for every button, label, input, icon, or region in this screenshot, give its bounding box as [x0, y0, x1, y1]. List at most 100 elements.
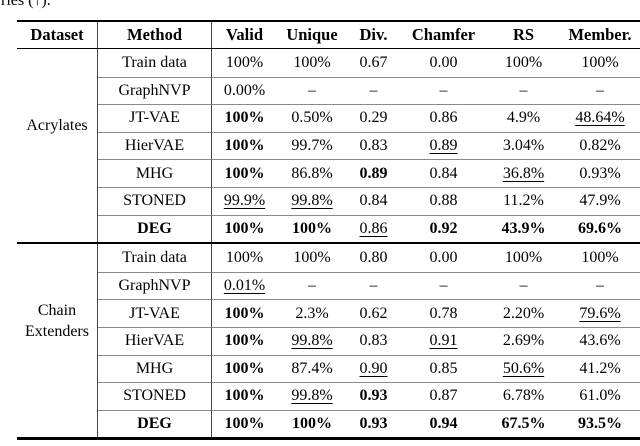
header-cell-unique: Unique: [286, 25, 338, 44]
value-cell: 6.78%: [487, 382, 560, 410]
value-cell: 100%: [293, 248, 331, 266]
value-cell: 36.8%: [487, 159, 560, 187]
dataset-label: Chain Extenders: [25, 301, 89, 340]
method-cell: DEG: [98, 409, 212, 438]
value-cell: –: [277, 271, 347, 300]
value-cell: 0.00: [429, 53, 458, 71]
value-cell: 99.7%: [277, 131, 347, 160]
value-cell: –: [560, 271, 640, 300]
value-cell: 0.78: [400, 299, 487, 327]
value-cell: –: [400, 76, 487, 105]
value-cell: 100%: [504, 53, 543, 71]
value-cell: 100%: [212, 159, 277, 187]
value-cell: 3.04%: [487, 131, 560, 160]
value-cell: 0.87: [400, 382, 487, 410]
method-cell: HierVAE: [98, 326, 212, 355]
header-cell-div: Div.: [359, 25, 388, 44]
value-cell: 0.89: [347, 159, 400, 187]
value-cell: 99.9%: [212, 186, 277, 215]
value-cell: –: [347, 76, 400, 105]
value-cell: 0.93%: [560, 159, 640, 187]
value-cell: 93.5%: [560, 409, 640, 438]
method-cell: JT-VAE: [98, 299, 212, 327]
value-cell: 43.9%: [487, 214, 560, 243]
value-cell: 0.62: [347, 299, 400, 327]
value-cell: 100%: [504, 248, 543, 266]
value-cell: 0.01%: [212, 271, 277, 300]
value-cell: 4.9%: [487, 104, 560, 132]
value-cell: –: [400, 271, 487, 300]
dataset-label: Acrylates: [26, 117, 88, 135]
value-cell: 0.83: [347, 131, 400, 160]
value-cell: 48.64%: [560, 104, 640, 132]
caption-fragment: ries (↑).: [1, 0, 51, 9]
value-cell: 100%: [277, 409, 347, 438]
value-cell: 100%: [212, 104, 277, 132]
header-cell-valid: Valid: [226, 25, 263, 44]
table-section-0: Acrylates Train data 100% 100% 0.67 0.00 100% 1…: [17, 49, 640, 243]
value-cell: 2.20%: [487, 299, 560, 327]
header-cell-chamfer: Chamfer: [411, 25, 476, 44]
method-cell: GraphNVP: [98, 271, 212, 300]
value-cell: 0.93: [347, 382, 400, 410]
value-cell: 100%: [212, 214, 277, 243]
value-cell: 0.86: [400, 104, 487, 132]
method-cell: MHG: [98, 159, 212, 187]
value-cell: 0.29: [347, 104, 400, 132]
method-cell: GraphNVP: [98, 76, 212, 105]
value-cell: 69.6%: [560, 214, 640, 243]
value-cell: 100%: [225, 248, 264, 266]
value-cell: –: [487, 76, 560, 105]
value-cell: 100%: [277, 214, 347, 243]
value-cell: 0.85: [400, 354, 487, 383]
value-cell: 0.84: [400, 159, 487, 187]
value-cell: 99.8%: [277, 186, 347, 215]
value-cell: 0.82%: [560, 131, 640, 160]
method-cell: STONED: [98, 382, 212, 410]
value-cell: 0.86: [347, 214, 400, 243]
value-cell: 99.8%: [277, 326, 347, 355]
value-cell: 100%: [581, 53, 619, 71]
value-cell: 0.90: [347, 354, 400, 383]
value-cell: 0.91: [400, 326, 487, 355]
value-cell: 67.5%: [487, 409, 560, 438]
value-cell: 61.0%: [560, 382, 640, 410]
value-cell: 0.94: [400, 409, 487, 438]
value-cell: 0.67: [359, 53, 388, 71]
value-cell: 86.8%: [277, 159, 347, 187]
value-cell: 2.3%: [277, 299, 347, 327]
value-cell: 100%: [212, 131, 277, 160]
value-cell: 87.4%: [277, 354, 347, 383]
value-cell: 100%: [293, 53, 331, 71]
value-cell: –: [487, 271, 560, 300]
dataset-cell: Chain Extenders: [17, 244, 98, 438]
value-cell: 0.89: [400, 131, 487, 160]
header-cell-method: Method: [98, 22, 212, 48]
value-cell: 0.50%: [277, 104, 347, 132]
value-cell: 0.83: [347, 326, 400, 355]
value-cell: 0.00: [429, 248, 458, 266]
value-cell: 100%: [212, 409, 277, 438]
value-cell: 100%: [581, 248, 619, 266]
value-cell: 0.80: [359, 248, 388, 266]
method-cell: JT-VAE: [98, 104, 212, 132]
value-cell: –: [277, 76, 347, 105]
value-cell: 100%: [212, 326, 277, 355]
header-cell-member: Member.: [568, 25, 632, 44]
value-cell: 0.92: [400, 214, 487, 243]
header-cell-dataset: Dataset: [17, 22, 98, 48]
value-cell: 99.8%: [277, 382, 347, 410]
value-cell: 100%: [212, 354, 277, 383]
value-cell: 0.00%: [212, 76, 277, 105]
table-body: Acrylates Train data 100% 100% 0.67 0.00 100% 1…: [17, 49, 640, 438]
value-cell: 43.6%: [560, 326, 640, 355]
dataset-cell: Acrylates: [17, 49, 98, 243]
section-divider-double-rule: [17, 242, 640, 245]
caption-fragment-clip: ries (↑).: [1, 0, 121, 11]
value-cell: 2.69%: [487, 326, 560, 355]
value-cell: 50.6%: [487, 354, 560, 383]
table-header-row: Dataset Method Valid Unique Div. Chamfer…: [17, 22, 640, 49]
table-section-1: Chain Extenders Train data 100% 100% 0.80 0.0…: [17, 244, 640, 438]
value-cell: 0.84: [347, 186, 400, 215]
value-cell: 100%: [225, 53, 264, 71]
